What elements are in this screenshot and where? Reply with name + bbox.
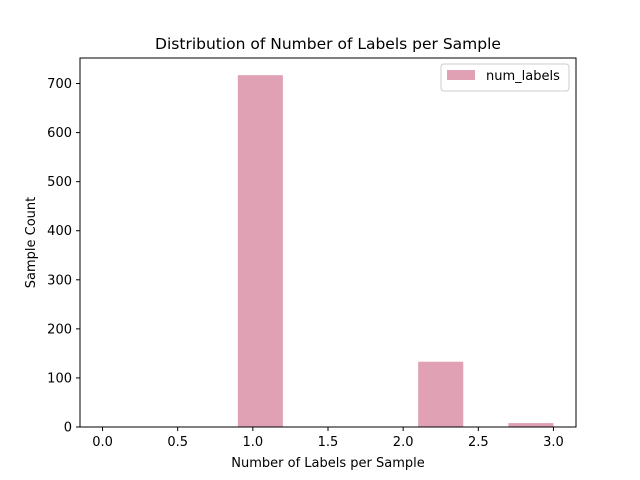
y-tick-label: 400 <box>47 224 72 239</box>
x-tick-label: 1.5 <box>318 435 339 450</box>
y-tick-label: 100 <box>47 371 72 386</box>
x-tick-label: 3.0 <box>543 435 564 450</box>
legend-label: num_labels <box>486 69 560 84</box>
y-tick-label: 200 <box>47 322 72 337</box>
x-tick-label: 2.5 <box>468 435 489 450</box>
x-axis-title: Number of Labels per Sample <box>231 456 424 471</box>
y-tick-label: 0 <box>64 421 72 436</box>
y-axis-ticks: 0 100 200 300 400 500 600 700 <box>47 77 80 436</box>
y-tick-label: 300 <box>47 273 72 288</box>
chart-title: Distribution of Number of Labels per Sam… <box>155 35 501 53</box>
x-tick-label: 2.0 <box>393 435 414 450</box>
x-tick-label: 1.0 <box>243 435 264 450</box>
legend: num_labels <box>440 63 570 92</box>
y-tick-label: 500 <box>47 175 72 190</box>
y-tick-label: 600 <box>47 126 72 141</box>
x-tick-label: 0.5 <box>167 435 188 450</box>
histogram-bar <box>508 423 554 427</box>
y-tick-label: 700 <box>47 77 72 92</box>
histogram-bar <box>237 75 283 428</box>
x-tick-label: 0.0 <box>92 435 113 450</box>
x-axis-ticks: 0.0 0.5 1.0 1.5 2.0 2.5 3.0 <box>92 427 564 450</box>
histogram-bar <box>418 361 464 427</box>
legend-swatch <box>447 70 475 80</box>
plot-frame <box>79 57 577 428</box>
y-axis-title: Sample Count <box>24 197 39 288</box>
bars-group <box>237 75 554 428</box>
